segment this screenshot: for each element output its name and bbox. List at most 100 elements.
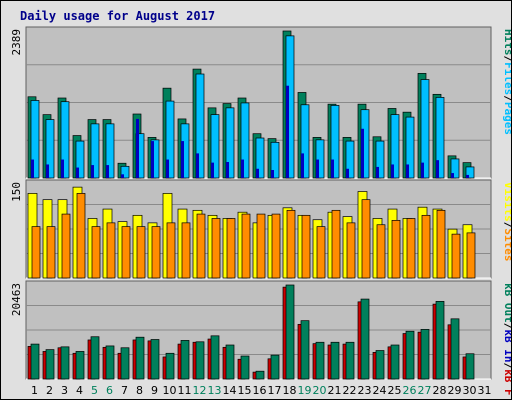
sites-bar — [46, 226, 56, 279]
sites-bar — [391, 219, 401, 279]
pages-bar — [166, 159, 169, 178]
kb-in-bar — [375, 350, 385, 380]
x-tick-label: 24 — [373, 384, 387, 397]
files-bar — [120, 165, 130, 179]
kb-in-bar — [225, 344, 235, 380]
sites-bar — [226, 218, 236, 279]
pages-bar — [121, 174, 124, 178]
x-tick-label: 29 — [448, 384, 462, 397]
pages-bar — [151, 141, 154, 178]
kb-in-bar — [330, 341, 340, 380]
kb-in-bar — [195, 341, 205, 380]
sites-bar — [346, 222, 356, 279]
x-tick-label: 7 — [121, 384, 128, 397]
legend-pages: Pages — [502, 102, 511, 135]
pages-bar — [346, 168, 349, 178]
sites-bar — [286, 209, 296, 279]
kb-in-bar — [300, 320, 310, 380]
visits-sites-ytick-label: 150 — [10, 182, 23, 202]
kb-in-bar — [135, 336, 145, 380]
files-bar — [105, 123, 115, 179]
files-bar — [465, 166, 475, 179]
sites-bar — [301, 214, 311, 279]
pages-bar — [316, 159, 319, 178]
pages-bar — [451, 173, 454, 178]
x-tick-label: 1 — [31, 384, 38, 397]
sites-bar — [271, 213, 281, 279]
pages-bar — [286, 85, 289, 178]
sites-bar — [91, 226, 101, 279]
sites-bar — [211, 218, 221, 279]
hits-files-pages-ytick-label: 2389 — [10, 29, 23, 56]
x-tick-label: 11 — [178, 384, 192, 397]
legend-hits: Hits — [502, 29, 511, 56]
files-bar — [420, 79, 430, 179]
kb-in-bar — [435, 301, 445, 380]
kb-in-bar — [465, 353, 475, 380]
sites-bar — [316, 226, 326, 279]
files-bar — [345, 140, 355, 179]
kb-in-bar — [210, 335, 220, 380]
sites-bar — [196, 213, 206, 279]
legend-kb-f: kB F — [502, 369, 511, 396]
pages-bar — [226, 162, 229, 178]
pages-bar — [211, 162, 214, 178]
sites-bar — [241, 213, 251, 279]
kb-in-bar — [240, 355, 250, 380]
pages-bar — [271, 170, 274, 178]
x-tick-label: 9 — [151, 384, 158, 397]
x-tick-label: 23 — [358, 384, 372, 397]
x-tick-label: 10 — [163, 384, 177, 397]
sites-bar — [106, 222, 116, 279]
kb-in-bar — [120, 347, 130, 380]
files-bar — [390, 114, 400, 179]
kb-in-out-legend: kB Out/kB In/kB F — [502, 283, 511, 396]
files-bar — [90, 123, 100, 179]
kb-in-bar — [255, 370, 265, 380]
x-tick-label: 3 — [61, 384, 68, 397]
sites-bar — [151, 226, 161, 279]
x-tick-label: 18 — [283, 384, 297, 397]
x-tick-label: 2 — [46, 384, 53, 397]
x-tick-label: 27 — [418, 384, 432, 397]
pages-bar — [31, 159, 34, 178]
pages-bar — [466, 174, 469, 178]
kb-in-bar — [360, 298, 370, 380]
legend-kb-in: kB In — [502, 329, 511, 362]
sites-bar — [256, 213, 266, 279]
sites-bar — [121, 226, 131, 279]
kb-in-bar — [390, 344, 400, 380]
sites-bar — [181, 222, 191, 279]
visits-sites-legend: Visits/Sites — [502, 182, 511, 262]
kb-in-bar — [105, 345, 115, 380]
files-bar — [240, 102, 250, 179]
files-bar — [75, 140, 85, 179]
legend-separator: / — [502, 222, 511, 229]
files-bar — [255, 137, 265, 179]
files-bar — [330, 105, 340, 179]
kb-in-out-ytick-label: 20463 — [10, 283, 23, 316]
sites-bar — [466, 232, 476, 279]
kb-in-bar — [60, 346, 70, 380]
x-tick-label: 31 — [478, 384, 492, 397]
files-bar — [315, 139, 325, 179]
x-tick-label: 5 — [91, 384, 98, 397]
sites-bar — [31, 226, 41, 279]
kb-in-out-panel: 20463 kB Out/kB In/kB F — [10, 280, 511, 396]
pages-bar — [406, 164, 409, 178]
kb-in-bar — [150, 339, 160, 380]
legend-separator: / — [502, 56, 511, 63]
kb-in-bar — [285, 284, 295, 380]
kb-in-bar — [270, 354, 280, 380]
legend-sites: Sites — [502, 228, 511, 261]
x-tick-label: 19 — [298, 384, 312, 397]
files-bar — [300, 104, 310, 179]
x-tick-label: 21 — [328, 384, 342, 397]
files-bar — [450, 158, 460, 179]
x-tick-label: 28 — [433, 384, 447, 397]
kb-in-bar — [315, 341, 325, 380]
x-tick-label: 30 — [463, 384, 477, 397]
sites-bar — [376, 224, 386, 279]
sites-bar — [436, 209, 446, 279]
